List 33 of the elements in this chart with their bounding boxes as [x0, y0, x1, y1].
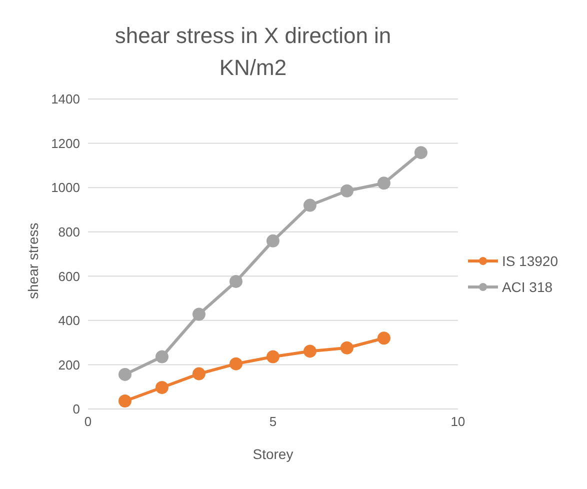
x-tick-label: 5: [269, 414, 277, 430]
point: [118, 394, 132, 408]
point: [266, 234, 280, 248]
chart-title: shear stress in X direction in KN/m2: [114, 22, 392, 82]
x-tick-label: 10: [450, 414, 466, 430]
y-tick-label: 600: [58, 268, 80, 284]
legend-label: IS 13920: [502, 253, 558, 269]
point: [192, 367, 206, 380]
point: [229, 357, 242, 370]
point: [414, 146, 428, 160]
point: [340, 184, 354, 198]
point: [155, 381, 168, 394]
point: [266, 350, 280, 364]
point: [303, 198, 316, 212]
point: [192, 308, 206, 321]
y-tick-label: 800: [58, 224, 80, 240]
y-tick-label: 1000: [51, 180, 80, 196]
point: [118, 368, 132, 381]
point: [377, 332, 390, 345]
x-tick-label: 0: [84, 414, 92, 430]
y-tick-label: 200: [58, 357, 80, 372]
y-tick-label: 400: [58, 313, 80, 328]
legend-label: ACI 318: [502, 279, 553, 295]
point: [340, 341, 354, 354]
point: [303, 344, 316, 358]
x-axis-title: Storey: [252, 446, 294, 462]
y-axis-title: shear stress: [24, 222, 41, 299]
point: [229, 274, 242, 288]
y-tick-label: 1400: [51, 92, 80, 107]
y-tick-label: 0: [72, 402, 80, 417]
point: [155, 350, 168, 364]
point: [377, 176, 390, 190]
y-tick-label: 1200: [51, 136, 80, 151]
